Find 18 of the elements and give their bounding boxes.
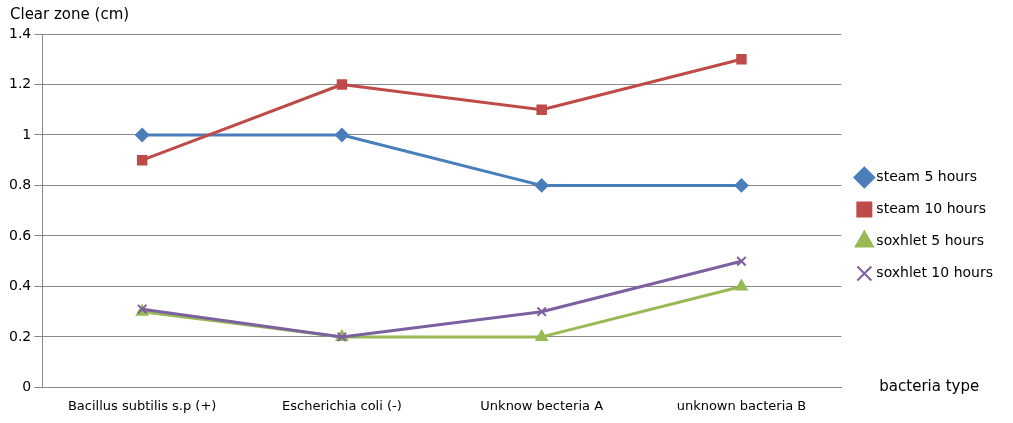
- x-tick-label: unknown bacteria B: [676, 397, 807, 413]
- x-tick-label: Escherichia coli (-): [282, 397, 402, 413]
- y-tick-label: 0.8: [9, 176, 32, 193]
- y-tick-label: 0.2: [9, 327, 32, 344]
- y-tick-label: 1: [22, 125, 32, 142]
- y-axis-title: Clear zone (cm): [10, 5, 130, 24]
- y-tick-label: 1.4: [9, 24, 32, 41]
- y-tick-label: 1.2: [9, 75, 32, 92]
- legend-label: soxhlet 5 hours: [876, 232, 985, 249]
- y-tick-label: 0: [22, 378, 32, 395]
- y-tick-label: 0.6: [9, 226, 32, 243]
- y-tick-label: 0.4: [9, 277, 32, 294]
- legend-label: steam 10 hours: [876, 200, 987, 217]
- x-axis-title: bacteria type: [879, 377, 980, 396]
- legend-label: steam 5 hours: [876, 168, 978, 185]
- x-tick-label: Unknow becteria A: [480, 397, 604, 413]
- x-tick-label: Bacillus subtilis s.p (+): [67, 397, 217, 413]
- legend-label: soxhlet 10 hours: [876, 264, 993, 281]
